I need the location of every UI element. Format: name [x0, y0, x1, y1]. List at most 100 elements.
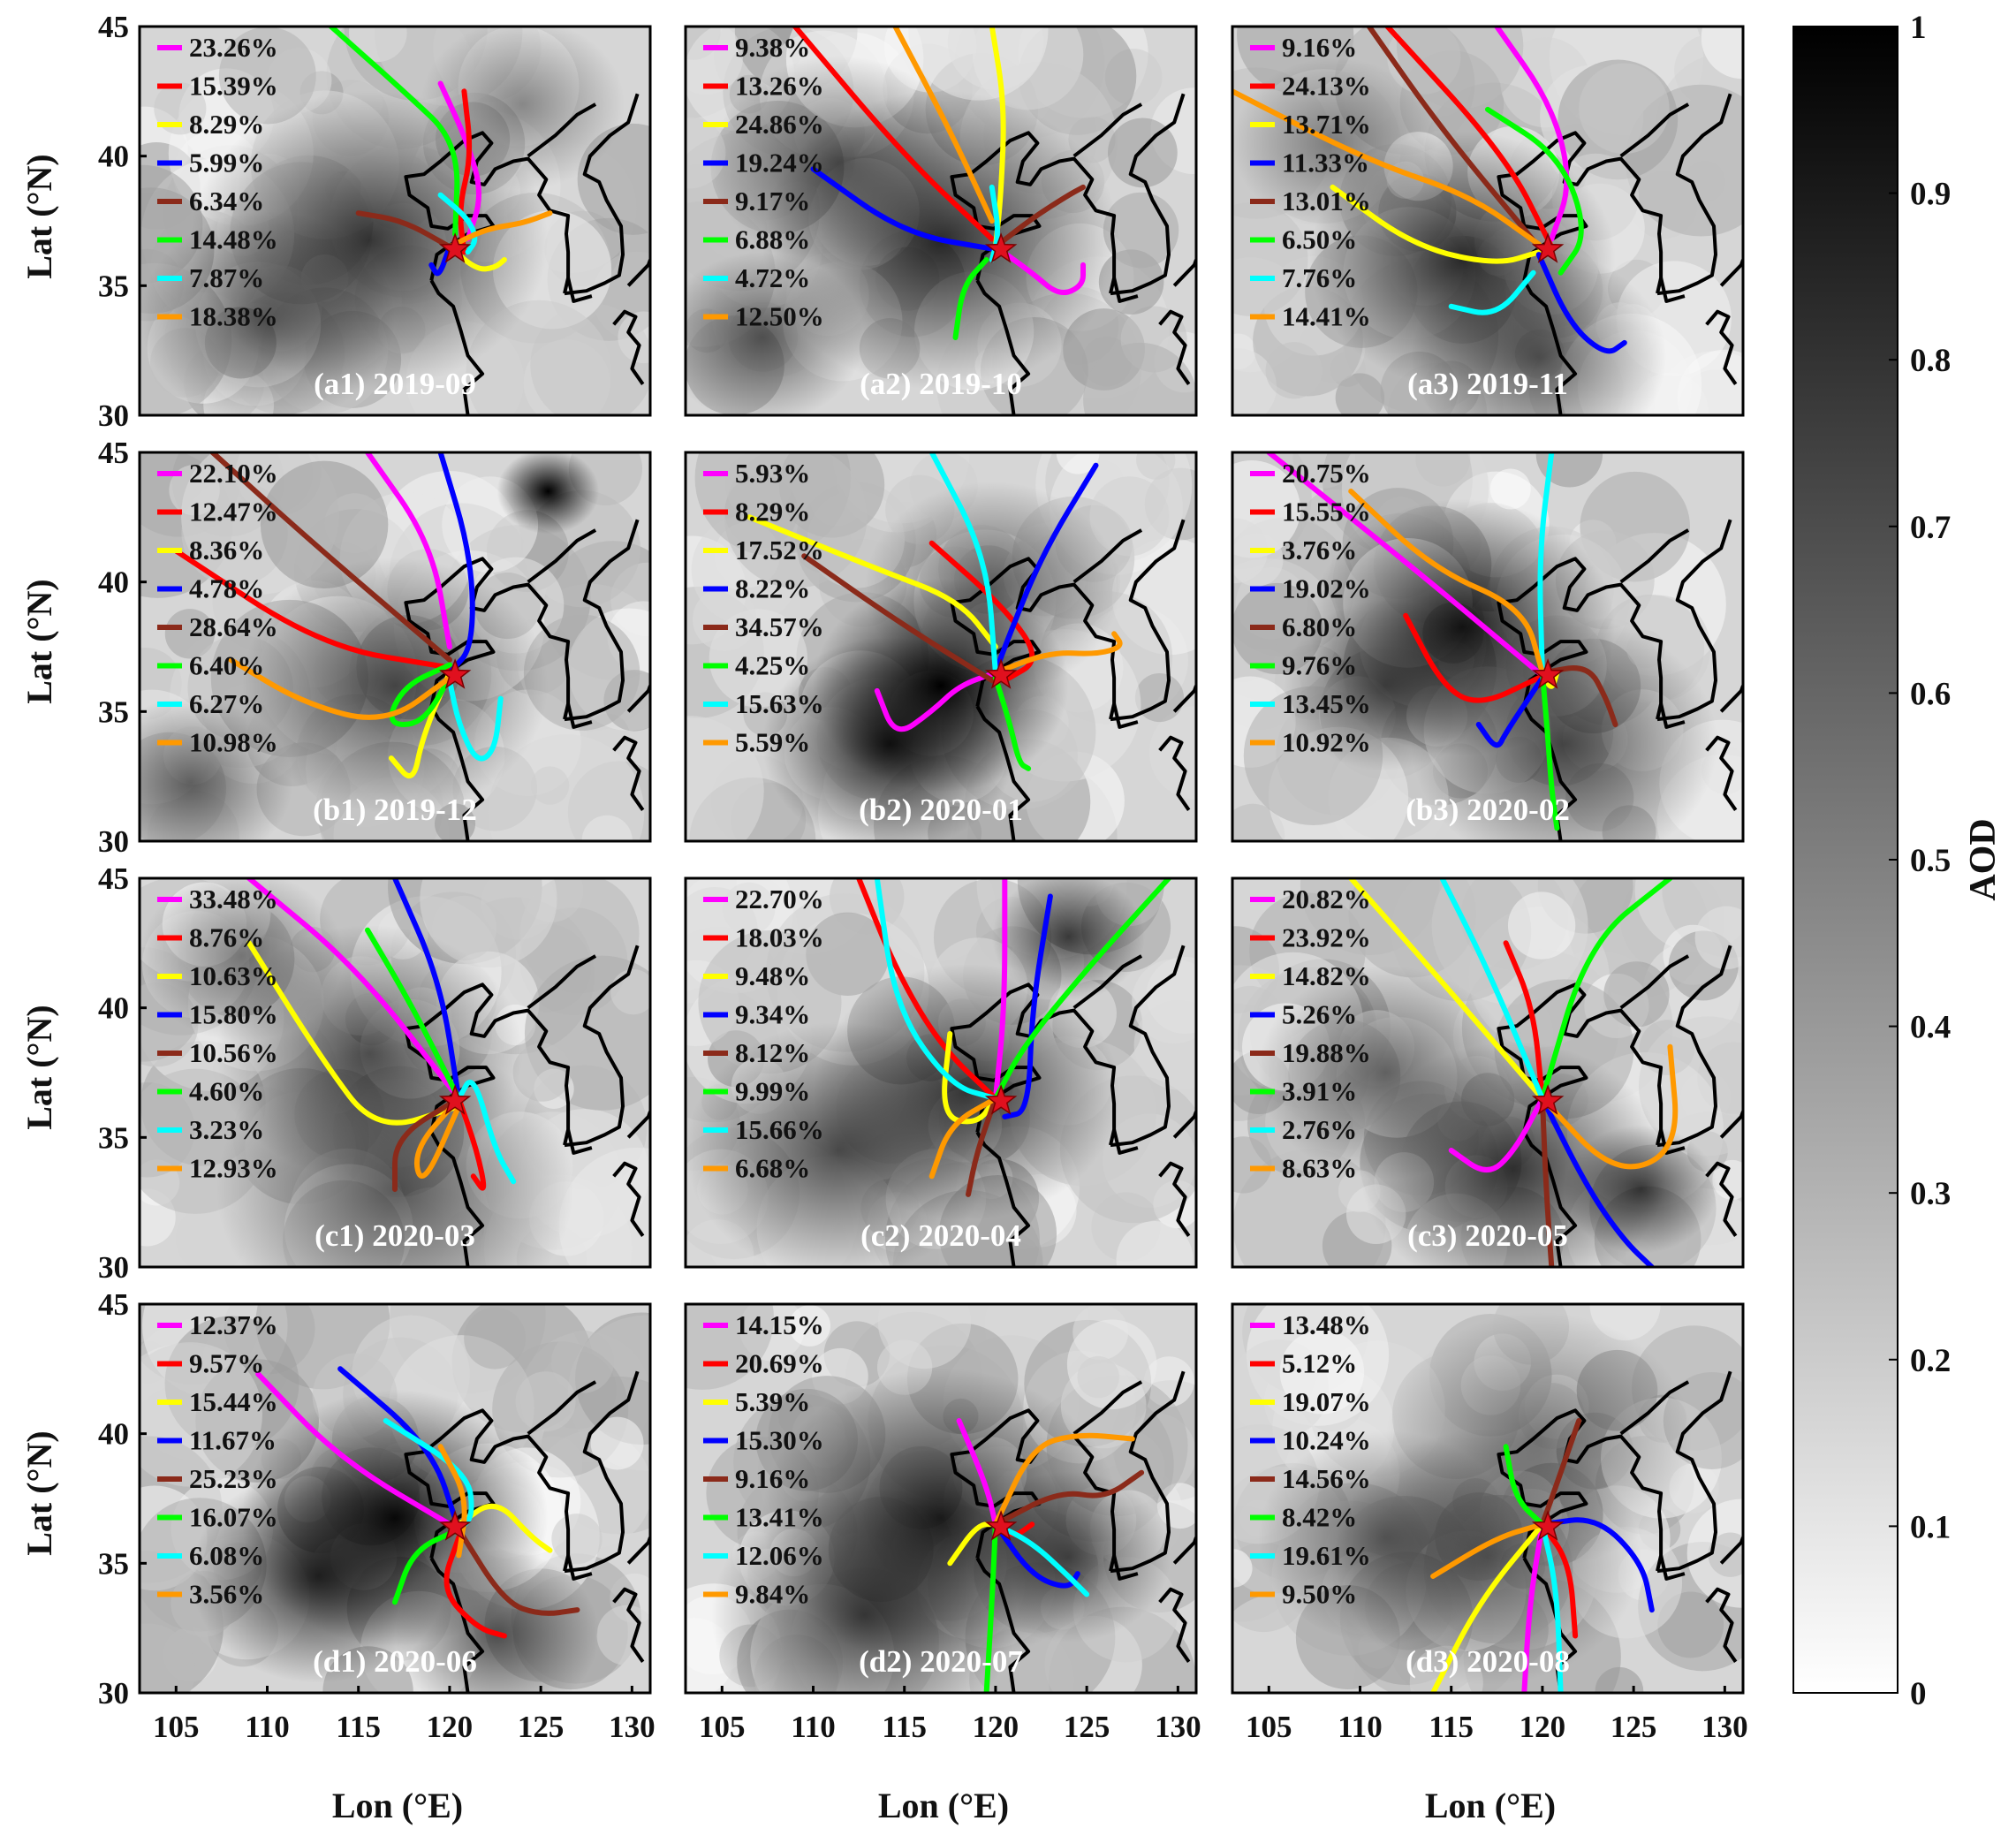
colorbar-tick-label: 0.4	[1910, 1010, 1951, 1046]
trajectory-8	[992, 631, 1123, 676]
legend-label: 18.03%	[735, 922, 824, 953]
xtick-label: 105	[1246, 1710, 1292, 1744]
legend-label: 6.50%	[1282, 224, 1357, 255]
ytick-label: 35	[98, 1546, 129, 1581]
panel-frame	[684, 876, 1198, 1269]
ylabel-row-2: Lat (°N)	[19, 579, 59, 704]
legend-label: 14.48%	[189, 224, 278, 255]
source-star-icon	[1531, 232, 1565, 263]
coastline-1	[564, 945, 640, 1148]
trajectory-6	[992, 878, 1171, 1102]
coastline-4	[1659, 1555, 1686, 1581]
coastline-5	[1158, 309, 1191, 385]
trajectory-6	[392, 1527, 462, 1605]
trajectory-6	[1539, 878, 1673, 1102]
coastline-3	[527, 1380, 597, 1436]
legend-label: 24.13%	[1282, 71, 1371, 102]
trajectory-4	[992, 462, 1099, 676]
coastline-3	[1072, 1380, 1143, 1436]
aod-background	[140, 1304, 650, 1693]
xtick-label: 130	[1155, 1710, 1201, 1744]
trajectory-8	[1348, 489, 1545, 676]
panel-10: 12.37% 9.57% 15.44% 11.67% 25.23% 16.07% 6.08%…	[98, 1287, 656, 1744]
coastline-4	[1659, 277, 1686, 303]
panel-frame	[1231, 25, 1745, 417]
coastline-3	[1619, 954, 1690, 1010]
trajectory-4	[337, 1366, 462, 1533]
source-star-icon	[438, 658, 472, 689]
panel-frame	[138, 1302, 652, 1695]
trajectory-3	[947, 1521, 998, 1567]
coastline-5	[1158, 1587, 1191, 1663]
trajectory-4	[392, 878, 462, 1102]
coastline-2	[1522, 1131, 1578, 1267]
coastline-5	[1158, 735, 1191, 811]
ylabel-row-1: Lat (°N)	[19, 154, 59, 279]
trajectory-1	[1448, 1096, 1545, 1172]
legend-label: 10.98%	[189, 727, 278, 758]
coastline-3	[1619, 102, 1690, 158]
legend-label: 17.52%	[735, 535, 824, 565]
trajectory-4	[1475, 675, 1545, 748]
ytick-label: 35	[98, 694, 129, 729]
panel-9: 20.82% 23.92% 14.82% 5.26% 19.88% 3.91% 2.76% 8…	[1231, 876, 1745, 1269]
coastline-0	[1497, 982, 1664, 1146]
xtick-label: 110	[1338, 1710, 1383, 1744]
aod-background	[686, 878, 1196, 1267]
trajectory-5	[1366, 27, 1542, 250]
coastline-2	[1522, 705, 1578, 841]
coastline-1	[1656, 93, 1732, 296]
legend-label: 8.42%	[1282, 1502, 1357, 1533]
legend-label: 19.07%	[1282, 1386, 1371, 1417]
panel-title: (d3) 2020-08	[1406, 1644, 1570, 1679]
panel-frame	[138, 451, 652, 843]
legend-label: 9.48%	[735, 960, 810, 991]
coastline-1	[1110, 1370, 1186, 1574]
trajectory-5	[456, 1527, 580, 1616]
coastline-2	[429, 279, 485, 415]
source-star-icon	[438, 1084, 472, 1115]
axis-labels: Lat (°N) Lat (°N) Lat (°N) Lat (°N) Lon …	[19, 154, 1556, 1825]
aod-background	[686, 1304, 1196, 1693]
xtick-label: 105	[153, 1710, 200, 1744]
colorbar-tick-label: 0.5	[1910, 843, 1951, 879]
trajectory-1	[1266, 452, 1542, 676]
panel-3: 9.16% 24.13% 13.71% 11.33% 13.01% 6.50% 7.76% 1…	[1231, 25, 1745, 417]
coastline-0	[950, 1408, 1117, 1572]
legend-label: 16.07%	[189, 1502, 278, 1533]
coastline-0	[404, 982, 571, 1146]
trajectory-4	[810, 166, 998, 253]
coastline-1	[1110, 945, 1186, 1148]
legend-label: 15.66%	[735, 1114, 824, 1145]
trajectory-2	[1503, 940, 1545, 1102]
coastline-4	[566, 703, 593, 729]
coastline-2	[429, 705, 485, 841]
legend-label: 7.87%	[189, 262, 264, 293]
legend-label: 11.67%	[189, 1425, 277, 1456]
legend-label: 8.63%	[1282, 1153, 1357, 1184]
trajectory-1	[874, 670, 998, 732]
legend-label: 8.22%	[735, 573, 810, 604]
source-star-icon	[438, 232, 472, 263]
trajectory-7	[928, 452, 998, 676]
panel-title: (a3) 2019-11	[1407, 367, 1568, 401]
panel-6: 20.75% 15.55% 3.76% 19.02% 6.80% 9.76% 13.45% 1…	[1231, 451, 1745, 843]
trajectory-6	[1503, 1444, 1545, 1528]
colorbar-tick-label: 0.7	[1910, 510, 1951, 546]
coastline-5	[1705, 735, 1738, 811]
trajectory-7	[446, 678, 504, 762]
trajectory-8	[1430, 1521, 1545, 1579]
trajectory-3	[1348, 878, 1545, 1102]
legend-label: 9.76%	[1282, 650, 1357, 681]
legend-label: 18.38%	[189, 301, 278, 332]
trajectory-6	[328, 27, 460, 237]
legend-label: 22.70%	[735, 884, 824, 914]
ytick-label: 40	[98, 140, 129, 174]
panel-frame	[138, 25, 652, 417]
coastline-1	[1656, 519, 1732, 722]
legend-label: 8.29%	[735, 497, 810, 527]
trajectory-2	[792, 27, 995, 242]
legend-label: 3.56%	[189, 1579, 264, 1610]
xtick-label: 110	[791, 1710, 836, 1744]
legend-label: 19.88%	[1282, 1037, 1371, 1068]
